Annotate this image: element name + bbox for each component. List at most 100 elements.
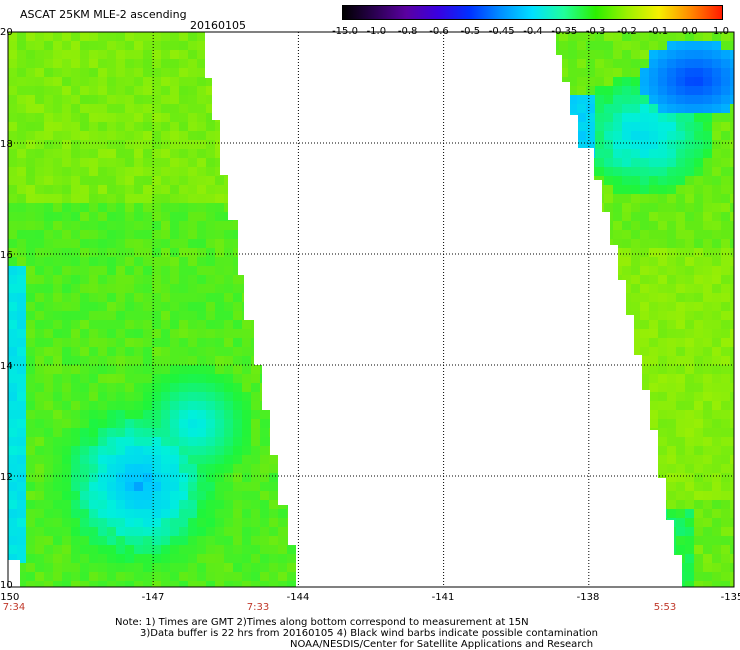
wind-cell bbox=[604, 302, 614, 312]
wind-cell bbox=[568, 410, 578, 420]
wind-cell bbox=[53, 320, 63, 330]
wind-cell bbox=[215, 176, 225, 186]
wind-cell bbox=[595, 221, 605, 231]
wind-cell bbox=[685, 212, 695, 222]
wind-cell bbox=[685, 176, 695, 186]
wind-cell bbox=[685, 437, 695, 447]
wind-cell bbox=[152, 491, 162, 501]
wind-cell bbox=[71, 581, 81, 587]
wind-cell bbox=[278, 95, 288, 105]
wind-cell bbox=[694, 428, 704, 438]
wind-cell bbox=[242, 149, 252, 159]
wind-cell bbox=[269, 176, 279, 186]
wind-cell bbox=[206, 437, 216, 447]
wind-cell bbox=[62, 230, 72, 240]
wind-cell bbox=[721, 113, 731, 123]
wind-cell bbox=[242, 428, 252, 438]
wind-cell bbox=[260, 464, 270, 474]
wind-cell bbox=[260, 572, 270, 582]
wind-cell bbox=[658, 392, 668, 402]
wind-cell bbox=[215, 347, 225, 357]
wind-cell bbox=[595, 392, 605, 402]
wind-cell bbox=[604, 239, 614, 249]
wind-cell bbox=[556, 545, 560, 555]
wind-cell bbox=[98, 536, 108, 546]
wind-cell bbox=[296, 356, 306, 366]
wind-cell bbox=[242, 518, 252, 528]
wind-cell bbox=[71, 518, 81, 528]
wind-cell bbox=[107, 527, 117, 537]
wind-cell bbox=[676, 329, 686, 339]
wind-cell bbox=[613, 428, 623, 438]
wind-cell bbox=[251, 383, 261, 393]
wind-cell bbox=[586, 230, 596, 240]
wind-cell bbox=[62, 266, 72, 276]
wind-cell bbox=[269, 437, 279, 447]
wind-cell bbox=[8, 518, 18, 528]
wind-cell bbox=[215, 527, 225, 537]
wind-cell bbox=[179, 59, 189, 69]
wind-cell bbox=[556, 32, 560, 42]
wind-cell bbox=[206, 311, 216, 321]
wind-cell bbox=[613, 104, 623, 114]
wind-cell bbox=[712, 68, 722, 78]
wind-cell bbox=[26, 32, 36, 42]
wind-cell bbox=[712, 257, 722, 267]
wind-cell bbox=[197, 428, 207, 438]
wind-cell bbox=[703, 284, 713, 294]
wind-cell bbox=[125, 122, 135, 132]
wind-cell bbox=[595, 293, 605, 303]
wind-cell bbox=[613, 356, 623, 366]
wind-cell bbox=[62, 437, 72, 447]
wind-cell bbox=[143, 392, 153, 402]
wind-cell bbox=[556, 95, 560, 105]
wind-cell bbox=[296, 464, 306, 474]
wind-cell bbox=[287, 482, 296, 492]
wind-cell bbox=[161, 365, 171, 375]
wind-cell bbox=[80, 113, 90, 123]
wind-cell bbox=[215, 32, 225, 42]
wind-cell bbox=[152, 185, 162, 195]
wind-cell bbox=[80, 491, 90, 501]
wind-cell bbox=[242, 50, 252, 60]
wind-cell bbox=[568, 77, 578, 87]
wind-cell bbox=[161, 374, 171, 384]
wind-cell bbox=[98, 194, 108, 204]
wind-cell bbox=[62, 518, 72, 528]
wind-cell bbox=[152, 257, 162, 267]
wind-cell bbox=[233, 131, 243, 141]
wind-cell bbox=[206, 518, 216, 528]
wind-cell bbox=[98, 122, 108, 132]
wind-cell bbox=[703, 392, 713, 402]
wind-cell bbox=[694, 50, 704, 60]
wind-cell bbox=[559, 302, 569, 312]
wind-cell bbox=[215, 365, 225, 375]
wind-cell bbox=[721, 545, 731, 555]
wind-cell bbox=[179, 113, 189, 123]
wind-cell bbox=[143, 41, 153, 51]
wind-cell bbox=[287, 185, 296, 195]
wind-cell bbox=[260, 365, 270, 375]
wind-cell bbox=[197, 131, 207, 141]
wind-cell bbox=[278, 572, 288, 582]
wind-cell bbox=[233, 311, 243, 321]
wind-cell bbox=[170, 95, 180, 105]
wind-cell bbox=[44, 536, 54, 546]
wind-cell bbox=[640, 95, 650, 105]
wind-cell bbox=[658, 113, 668, 123]
wind-cell bbox=[152, 320, 162, 330]
wind-cell bbox=[80, 554, 90, 564]
wind-cell bbox=[559, 329, 569, 339]
wind-cell bbox=[730, 50, 734, 60]
wind-cell bbox=[568, 248, 578, 258]
wind-cell bbox=[649, 464, 659, 474]
wind-cell bbox=[8, 158, 18, 168]
wind-cell bbox=[233, 266, 243, 276]
wind-cell bbox=[215, 311, 225, 321]
wind-cell bbox=[62, 176, 72, 186]
wind-cell bbox=[143, 446, 153, 456]
wind-cell bbox=[260, 149, 270, 159]
wind-cell bbox=[685, 311, 695, 321]
wind-cell bbox=[179, 239, 189, 249]
wind-cell bbox=[269, 464, 279, 474]
